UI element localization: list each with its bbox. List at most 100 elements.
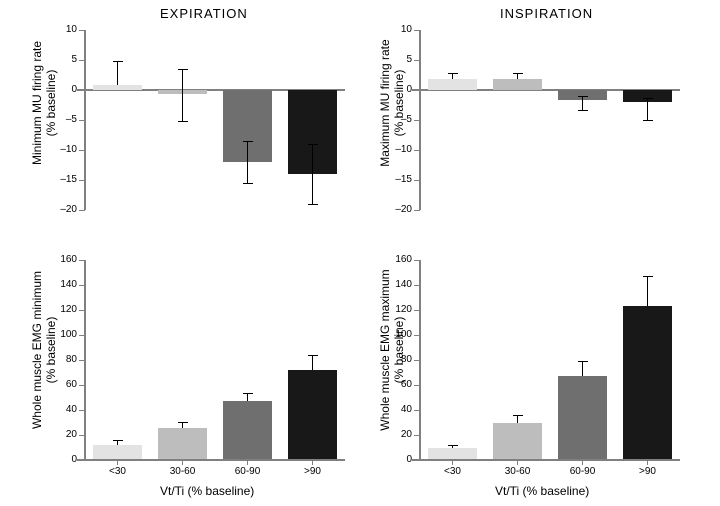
x-axis <box>419 459 680 461</box>
error-cap <box>643 120 653 121</box>
error-whisker <box>117 61 118 85</box>
ytick <box>414 310 420 311</box>
error-whisker <box>582 100 583 111</box>
error-cap <box>513 73 523 74</box>
error-whisker <box>647 276 648 306</box>
bar <box>493 79 542 90</box>
ytick <box>79 435 85 436</box>
bar <box>93 445 142 460</box>
ytick <box>79 285 85 286</box>
ytick-label: –20 <box>382 204 412 215</box>
xtick-label: <30 <box>425 466 481 477</box>
error-cap <box>243 183 253 184</box>
xtick-label: >90 <box>285 466 341 477</box>
ylabel-br-text: Whole muscle EMG maximum(% baseline) <box>378 269 406 430</box>
ytick <box>414 335 420 336</box>
panel-bot-right: 020406080100120140160<3030-6060-90>90 <box>420 260 680 460</box>
ytick <box>414 180 420 181</box>
ylabel-bl-text: Whole muscle EMG minimum(% baseline) <box>30 271 58 429</box>
error-cap <box>113 440 123 441</box>
ytick <box>414 60 420 61</box>
ytick <box>414 435 420 436</box>
error-cap <box>578 110 588 111</box>
panel-top-right: –20–15–10–50510 <box>420 30 680 210</box>
error-whisker <box>312 174 313 204</box>
ytick <box>414 285 420 286</box>
ytick <box>414 30 420 31</box>
error-cap <box>308 204 318 205</box>
error-whisker <box>117 440 118 445</box>
ytick <box>79 30 85 31</box>
error-cap <box>178 69 188 70</box>
ylabel-tr-text: Maximum MU firing rate(% baseline) <box>378 39 406 166</box>
error-cap <box>578 96 588 97</box>
error-whisker <box>182 423 183 428</box>
error-cap <box>448 445 458 446</box>
bar <box>93 85 142 90</box>
ytick <box>414 260 420 261</box>
error-whisker <box>517 415 518 423</box>
error-whisker <box>247 394 248 402</box>
error-cap <box>308 355 318 356</box>
ytick <box>414 150 420 151</box>
ytick-label: –20 <box>47 204 77 215</box>
figure: { "layout": { "width": 720, "height": 50… <box>0 0 720 506</box>
xtick-label: 30-60 <box>490 466 546 477</box>
error-cap <box>578 361 588 362</box>
error-whisker <box>647 102 648 120</box>
ylabel-tl-text: Minimum MU firing rate(% baseline) <box>30 41 58 165</box>
error-whisker <box>247 162 248 183</box>
error-cap <box>178 121 188 122</box>
bar <box>288 370 337 460</box>
error-whisker <box>452 73 453 79</box>
bar <box>428 79 477 90</box>
ytick <box>414 120 420 121</box>
ytick-label: 0 <box>382 454 412 465</box>
ytick <box>79 385 85 386</box>
bar <box>493 423 542 461</box>
xtick-label: 30-60 <box>155 466 211 477</box>
error-whisker <box>312 144 313 174</box>
error-cap <box>448 73 458 74</box>
error-cap <box>308 144 318 145</box>
error-whisker <box>247 141 248 162</box>
error-whisker <box>182 69 183 94</box>
xtick-label: 60-90 <box>555 466 611 477</box>
ytick <box>79 310 85 311</box>
error-cap <box>243 393 253 394</box>
ylabel-tr: Maximum MU firing rate(% baseline) <box>378 18 406 188</box>
panel-bot-left: 020406080100120140160<3030-6060-90>90 <box>85 260 345 460</box>
xtick-label: >90 <box>620 466 676 477</box>
xtick-label: 60-90 <box>220 466 276 477</box>
ytick <box>79 260 85 261</box>
ytick <box>414 360 420 361</box>
ylabel-br: Whole muscle EMG maximum(% baseline) <box>378 255 406 445</box>
bar <box>158 428 207 461</box>
ytick-label: 0 <box>47 454 77 465</box>
error-cap <box>243 141 253 142</box>
ylabel-bl: Whole muscle EMG minimum(% baseline) <box>30 255 58 445</box>
ytick <box>79 150 85 151</box>
ytick <box>414 90 420 91</box>
error-cap <box>513 415 523 416</box>
col-title-expiration: EXPIRATION <box>160 6 248 21</box>
ytick <box>414 385 420 386</box>
ytick <box>79 410 85 411</box>
error-whisker <box>517 74 518 79</box>
ytick <box>414 210 420 211</box>
error-whisker <box>582 361 583 376</box>
ytick <box>414 410 420 411</box>
ytick <box>79 335 85 336</box>
error-cap <box>643 276 653 277</box>
bar <box>623 306 672 460</box>
bar <box>558 376 607 460</box>
error-cap <box>113 61 123 62</box>
error-cap <box>643 98 653 99</box>
ytick <box>79 210 85 211</box>
panel-top-left: –20–15–10–50510 <box>85 30 345 210</box>
error-cap <box>178 422 188 423</box>
x-axis <box>84 459 345 461</box>
xlabel-left: Vt/Ti (% baseline) <box>160 484 254 498</box>
ylabel-tl: Minimum MU firing rate(% baseline) <box>30 18 58 188</box>
ytick <box>79 360 85 361</box>
